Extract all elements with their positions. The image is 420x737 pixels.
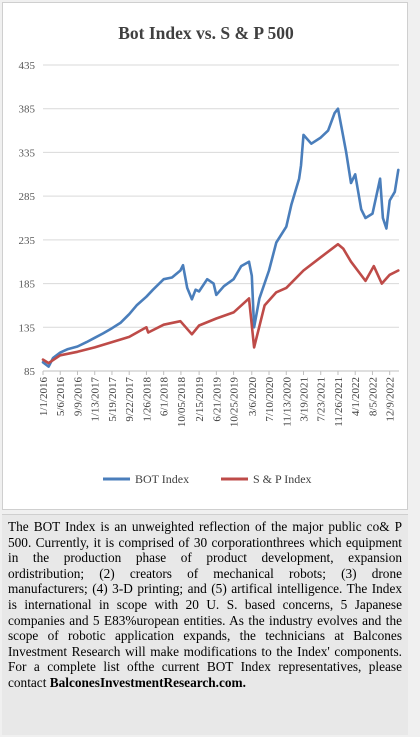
x-tick-label: 1/13/2017 bbox=[90, 377, 102, 422]
x-tick-label: 5/6/2016 bbox=[55, 377, 67, 417]
x-tick-label: 10/25/2019 bbox=[229, 377, 241, 428]
x-tick-label: 11/13/2020 bbox=[281, 377, 293, 427]
x-tick-label: 1/1/2016 bbox=[38, 377, 50, 417]
x-tick-label: 7/23/2021 bbox=[316, 377, 328, 422]
line-chart: Bot Index vs. S & P 500 85 135 185 235 285 33… bbox=[19, 23, 400, 486]
x-tick-label: 3/19/2021 bbox=[299, 377, 311, 422]
contact-link[interactable]: BalconesInvestmentResearch.com. bbox=[49, 674, 246, 690]
y-tick-label: 235 bbox=[19, 235, 36, 247]
x-tick-label: 9/9/2016 bbox=[72, 377, 84, 417]
x-tick-label: 8/5/2022 bbox=[367, 377, 379, 416]
x-tick-label: 9/22/2017 bbox=[124, 377, 136, 422]
x-tick-label: 1/26/2018 bbox=[141, 377, 153, 422]
caption-box: The BOT Index is an unweighted reflectio… bbox=[2, 514, 408, 735]
legend-label: BOT Index bbox=[135, 472, 189, 486]
x-tick-label: 11/26/2021 bbox=[333, 377, 345, 427]
legend: BOT Index S & P Index bbox=[103, 472, 312, 486]
chart-title: Bot Index vs. S & P 500 bbox=[118, 23, 294, 43]
x-tick-label: 4/1/2022 bbox=[350, 377, 362, 416]
y-tick-label: 335 bbox=[19, 147, 36, 159]
series-line-bot-index bbox=[41, 107, 400, 368]
series-lines bbox=[41, 107, 400, 368]
x-tick-label: 10/05/2018 bbox=[176, 377, 188, 428]
y-tick-label: 85 bbox=[24, 366, 36, 378]
y-tick-label: 285 bbox=[19, 191, 36, 203]
y-tick-label: 185 bbox=[19, 279, 36, 291]
chart-panel: Bot Index vs. S & P 500 85 135 185 235 285 33… bbox=[2, 2, 408, 510]
y-axis-ticks: 85 135 185 235 285 335 385 435 bbox=[19, 60, 36, 378]
x-axis-ticks: 1/1/2016 5/6/2016 9/9/2016 1/13/2017 5/19/20… bbox=[38, 371, 397, 427]
caption-text: The BOT Index is an unweighted reflectio… bbox=[8, 519, 402, 690]
gridlines bbox=[43, 64, 399, 372]
x-tick-label: 12/9/2022 bbox=[385, 377, 397, 422]
y-tick-label: 385 bbox=[19, 104, 36, 116]
x-tick-label: 6/21/2019 bbox=[211, 377, 223, 422]
legend-label: S & P Index bbox=[253, 472, 312, 486]
x-tick-label: 6/1/2018 bbox=[159, 377, 171, 417]
x-tick-label: 3/6/2020 bbox=[247, 377, 259, 417]
x-tick-label: 7/10/2020 bbox=[264, 377, 276, 422]
y-tick-label: 135 bbox=[19, 322, 36, 334]
series-line-sp-index bbox=[41, 242, 400, 365]
y-tick-label: 435 bbox=[19, 60, 36, 72]
x-tick-label: 5/19/2017 bbox=[107, 377, 119, 422]
x-tick-label: 2/15/2019 bbox=[194, 377, 206, 422]
